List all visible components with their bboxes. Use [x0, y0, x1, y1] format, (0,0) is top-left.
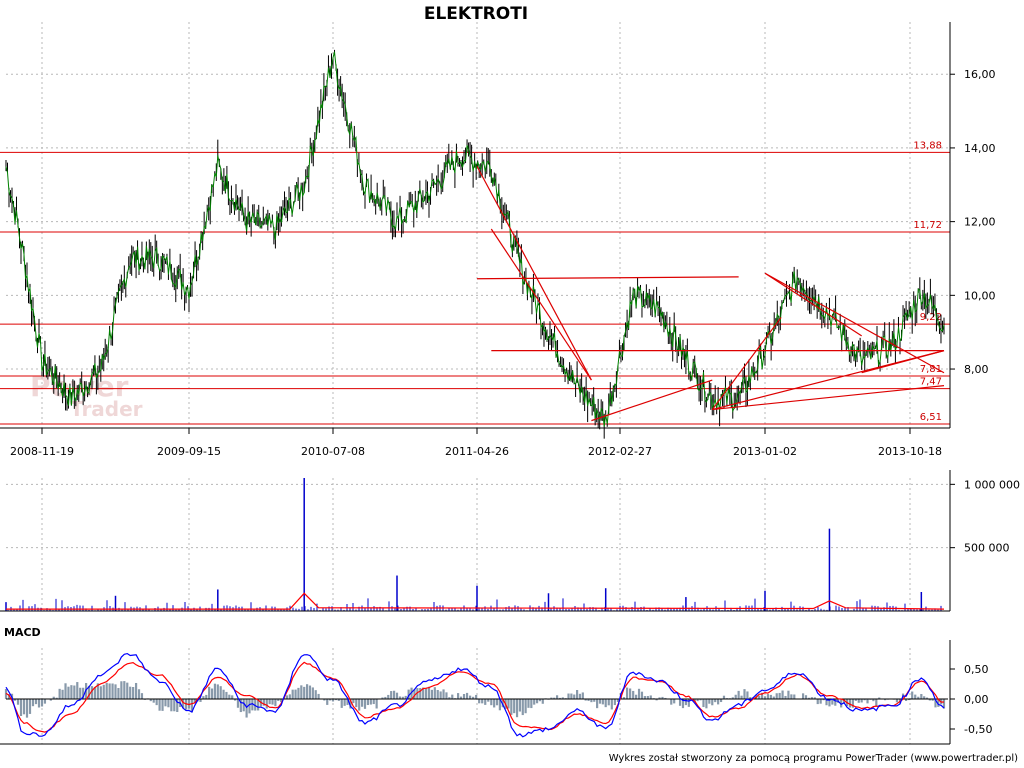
- level-label: 13,88: [913, 140, 942, 151]
- y-tick-label: 10,00: [964, 289, 996, 302]
- footer-credit: Wykres został stworzony za pomocą progra…: [609, 753, 1018, 764]
- macd-grid: [41, 648, 911, 744]
- price-grid: [6, 22, 948, 428]
- macd-series: [4, 652, 948, 738]
- level-label: 9,22: [920, 312, 942, 323]
- volume-tick-label: 1 000 000: [964, 478, 1020, 491]
- macd-tick-label: 0,50: [964, 663, 989, 676]
- macd-label: MACD: [4, 626, 41, 639]
- trend-line: [764, 272, 945, 374]
- trend-line: [764, 272, 862, 337]
- watermark-line2: Trader: [70, 397, 143, 421]
- horizontal-levels: 13,88 11,72 9,22 7,81 7,47 6,51: [0, 140, 950, 425]
- level-label: 11,72: [913, 220, 942, 231]
- trend-line: [712, 385, 945, 411]
- y-tick-label: 8,00: [964, 363, 989, 376]
- x-tick-label: 2013-10-18: [878, 445, 942, 458]
- trend-line: [591, 379, 713, 422]
- x-tick-label: 2012-02-27: [588, 445, 652, 458]
- price-line: [5, 51, 945, 427]
- macd-line: [5, 652, 945, 738]
- channel-line: [476, 276, 739, 280]
- y-tick-label: 16,00: [964, 68, 996, 81]
- volume-grid: [6, 478, 948, 611]
- x-tick-label: 2013-01-02: [733, 445, 797, 458]
- volume-average-line: [6, 592, 945, 610]
- volume-axis: 500 000 1 000 000: [0, 470, 1020, 612]
- macd-signal-line: [5, 661, 945, 733]
- level-label: 7,47: [920, 377, 942, 388]
- level-label: 6,51: [920, 412, 942, 423]
- x-tick-label: 2011-04-26: [445, 445, 509, 458]
- y-tick-label: 12,00: [964, 216, 996, 229]
- volume-tick-label: 500 000: [964, 542, 1010, 555]
- y-tick-label: 14,00: [964, 142, 996, 155]
- trend-line: [711, 317, 782, 410]
- price-series: [5, 49, 945, 439]
- macd-tick-label: -0,50: [964, 723, 992, 736]
- macd-tick-label: 0,00: [964, 693, 989, 706]
- trend-line: [476, 166, 592, 381]
- trend-lines: [476, 166, 945, 422]
- x-tick-label: 2010-07-08: [301, 445, 365, 458]
- volume-series: [5, 478, 945, 611]
- x-tick-label: 2009-09-15: [157, 445, 221, 458]
- level-label: 7,81: [920, 364, 942, 375]
- macd-axis: -0,50 0,00 0,50: [0, 640, 992, 745]
- trend-line: [490, 228, 592, 381]
- chart-title: ELEKTROTI: [424, 4, 528, 24]
- trend-line: [861, 350, 945, 374]
- x-tick-label: 2008-11-19: [10, 445, 74, 458]
- price-axis: 2008-11-19 2009-09-15 2010-07-08 2011-04-26…: [0, 22, 996, 458]
